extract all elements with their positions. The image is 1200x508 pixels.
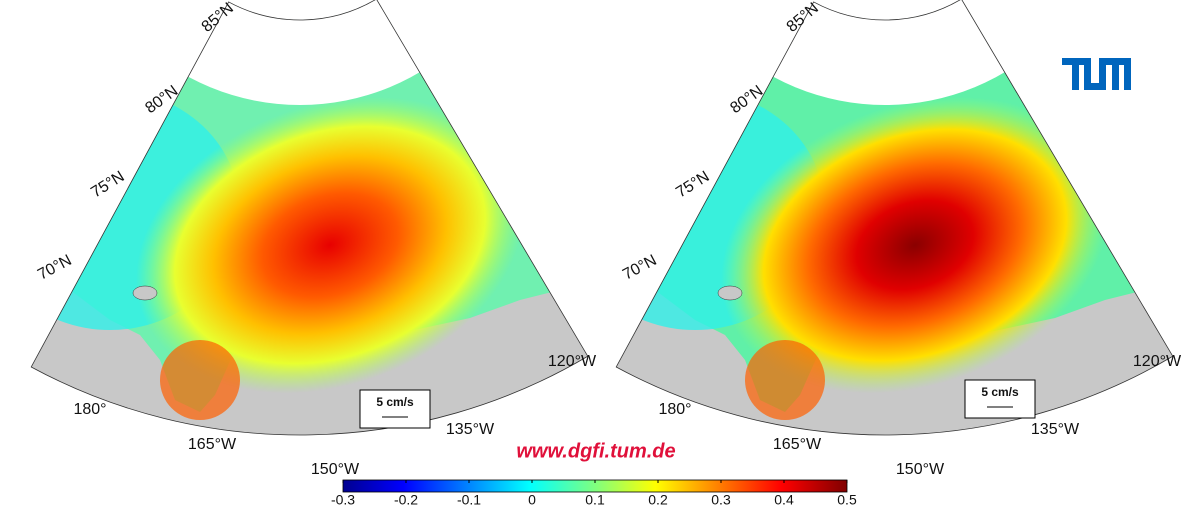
lon-label: 180° — [658, 401, 691, 418]
lat-label: 75°N — [88, 168, 127, 201]
map: 85°N80°N75°N70°N180°165°W150°W135°W120°W… — [30, 0, 597, 478]
lat-label: 75°N — [673, 168, 712, 201]
scale-box — [964, 379, 1036, 419]
ice-cap — [65, 0, 535, 105]
colorbar-tick-label: 0.5 — [837, 492, 857, 508]
eddy — [721, 96, 1109, 394]
colorbar-tick-label: 0.4 — [774, 492, 794, 508]
lon-label: 120°W — [1133, 353, 1182, 370]
lon-label: 135°W — [446, 421, 495, 438]
map-outline — [30, 0, 589, 436]
lon-label: 150°W — [896, 461, 945, 478]
scale-label: 5 cm/s — [376, 395, 414, 409]
colorbar-tick-label: 0.1 — [585, 492, 605, 508]
colorbar-tick-label: 0.3 — [711, 492, 731, 508]
colorbar-tick-label: 0.2 — [648, 492, 668, 508]
ice-cap — [650, 0, 1120, 105]
colorbar-tick-label: -0.1 — [457, 492, 481, 508]
lon-label: 165°W — [188, 436, 237, 453]
lat-label: 70°N — [620, 252, 660, 284]
coastal-current — [745, 340, 825, 420]
url: www.dgfi.tum.de — [516, 440, 675, 462]
lat-label: 70°N — [35, 252, 75, 284]
tum-logo — [1062, 58, 1131, 90]
lon-label: 165°W — [773, 436, 822, 453]
scale-label: 5 cm/s — [981, 385, 1019, 399]
lon-label: 120°W — [548, 353, 597, 370]
colorbar-tick-label: 0 — [528, 492, 536, 508]
scale-box — [359, 389, 431, 429]
map-outline — [615, 0, 1174, 436]
lon-label: 135°W — [1031, 421, 1080, 438]
island — [717, 285, 743, 301]
island — [132, 285, 158, 301]
coastal-current — [160, 340, 240, 420]
colorbar-tick-label: -0.3 — [331, 492, 355, 508]
colorbar-tick-label: -0.2 — [394, 492, 418, 508]
eddy — [136, 96, 524, 394]
lon-label: 150°W — [311, 461, 360, 478]
lon-label: 180° — [73, 401, 106, 418]
